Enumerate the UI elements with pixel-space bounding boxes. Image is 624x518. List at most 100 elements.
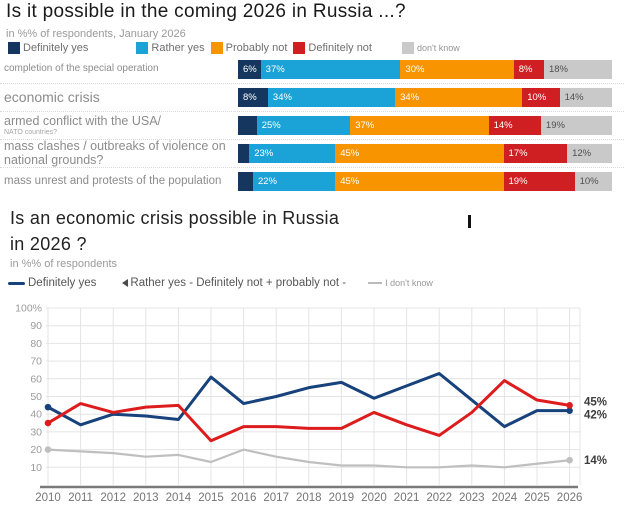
bar-segment-value: 23% <box>254 148 274 159</box>
x-tick-label: 2017 <box>263 492 289 504</box>
bar-chart-legend: Definitely yes Rather yes Probably not Defi… <box>8 42 460 54</box>
bar-row: economic crisis 8% 34% 34% 10% 14% <box>0 84 624 112</box>
legend-item: Definitely yes <box>8 277 96 289</box>
bar-segment-value: 34% <box>272 92 292 103</box>
bar-segment-value: 12% <box>572 148 592 159</box>
bar-segment-value: 14% <box>564 92 584 103</box>
bar-row-label: completion of the special operation <box>4 63 159 75</box>
bar-track: 8% 34% 34% 10% 14% <box>238 88 612 107</box>
bar-segment-value: 19% <box>508 176 528 187</box>
bar-segment: 30% <box>400 60 514 79</box>
legend-item: Rather yes - Definitely not + probably n… <box>122 277 346 289</box>
x-tick-label: 2025 <box>524 492 550 504</box>
bar-track: 22% 45% 19% 10% <box>238 172 612 191</box>
bar-segment: 34% <box>267 88 396 107</box>
bar-row: completion of the special operation 6% 37%… <box>0 56 624 84</box>
bar-chart-subtitle: in %% of respondents, January 2026 <box>6 28 186 40</box>
line-marker-icon <box>368 282 383 284</box>
line-chart-subtitle: in %% of respondents <box>10 258 118 270</box>
bar-segment: 18% <box>543 60 612 79</box>
line-chart-title: Is an economic crisis possible in Russia… <box>10 208 340 254</box>
bar-segment: 19% <box>503 172 575 191</box>
bar-segment: 17% <box>503 144 568 163</box>
bar-segment-value: 37% <box>355 120 375 131</box>
bar-segment: 12% <box>567 144 612 163</box>
y-tick-label: 90 <box>30 320 42 332</box>
y-tick-label: 10 <box>30 462 42 474</box>
bar-segment-value: 10% <box>527 92 547 103</box>
legend-swatch-icon <box>210 42 223 54</box>
bar-segment <box>238 116 257 135</box>
bar-segment: 14% <box>559 88 612 107</box>
y-tick-label: 70 <box>30 356 42 368</box>
x-tick-label: 2026 <box>557 492 583 504</box>
y-tick-label: 50 <box>30 391 42 403</box>
x-tick-label: 2023 <box>459 492 485 504</box>
bar-rows: completion of the special operation 6% 37%… <box>0 56 624 195</box>
legend-item: Definitely not <box>293 42 372 54</box>
bar-segment: 45% <box>335 172 504 191</box>
x-tick-label: 2014 <box>166 492 192 504</box>
y-tick-label: 60 <box>30 373 42 385</box>
bar-segment: 19% <box>540 116 612 135</box>
x-tick-label: 2016 <box>231 492 257 504</box>
y-tick-label: 100% <box>15 303 42 315</box>
bar-row: mass unrest and protests of the populati… <box>0 168 624 195</box>
x-tick-label: 2021 <box>394 492 420 504</box>
bar-row-note: NATO countries? <box>4 128 58 136</box>
legend-label: Rather yes - Definitely not + probably n… <box>130 277 347 289</box>
bar-segment <box>238 144 250 163</box>
bar-segment-value: 45% <box>340 148 360 159</box>
bar-segment: 45% <box>335 144 504 163</box>
end-value-label: 45% <box>584 397 607 409</box>
data-point-dot <box>566 402 573 409</box>
legend-label: I don't know <box>385 278 433 288</box>
line-marker-icon <box>8 281 25 285</box>
bar-segment-value: 45% <box>340 176 360 187</box>
legend-swatch-icon <box>136 42 149 54</box>
legend-item: don't know <box>401 42 460 54</box>
bar-segment-value: 14% <box>493 120 513 131</box>
legend-label: Rather yes <box>151 42 205 54</box>
bar-row-label: economic crisis <box>4 89 100 106</box>
bar-segment: 6% <box>238 60 261 79</box>
bar-segment-value: 8% <box>243 92 257 103</box>
data-point-dot <box>44 446 52 453</box>
bar-row-label: mass unrest and protests of the populati… <box>4 175 222 188</box>
bar-segment-value: 6% <box>243 64 257 75</box>
bar-row: mass clashes / outbreaks of violence on … <box>0 140 624 168</box>
legend-label: Definitely not <box>308 42 372 54</box>
bar-segment-value: 10% <box>579 176 599 187</box>
bar-row-label: mass clashes / outbreaks of violence on … <box>4 139 226 167</box>
bar-segment: 10% <box>574 172 612 191</box>
bar-track: 23% 45% 17% 12% <box>238 144 612 163</box>
bar-segment-value: 30% <box>405 64 425 75</box>
bar-segment: 14% <box>488 116 541 135</box>
legend-item: I don't know <box>368 278 433 288</box>
legend-swatch-icon <box>401 42 414 54</box>
bar-segment-value: 19% <box>545 120 565 131</box>
x-tick-label: 2013 <box>133 492 159 504</box>
legend-swatch-icon <box>8 42 20 54</box>
y-tick-label: 80 <box>30 338 42 350</box>
bar-track: 6% 37% 30% 8% 18% <box>238 60 612 79</box>
x-tick-label: 2011 <box>68 492 93 504</box>
bar-segment-value: 18% <box>548 64 568 75</box>
x-tick-label: 2020 <box>361 492 387 504</box>
y-tick-label: 20 <box>30 444 42 456</box>
data-point-dot <box>44 403 52 411</box>
legend-item: Definitely yes <box>8 42 88 54</box>
bar-segment: 25% <box>256 116 351 135</box>
bar-segment: 8% <box>513 60 544 79</box>
x-tick-label: 2019 <box>329 492 355 504</box>
bar-row: armed conflict with the USA/NATO countri… <box>0 112 624 140</box>
bar-segment: 22% <box>252 172 336 191</box>
bar-segment: 37% <box>260 60 401 79</box>
x-tick-label: 2018 <box>296 492 322 504</box>
legend-label: Probably not <box>225 42 288 54</box>
data-point-dot <box>566 407 573 414</box>
bar-segment: 34% <box>395 88 523 107</box>
bar-segment: 23% <box>249 144 336 163</box>
